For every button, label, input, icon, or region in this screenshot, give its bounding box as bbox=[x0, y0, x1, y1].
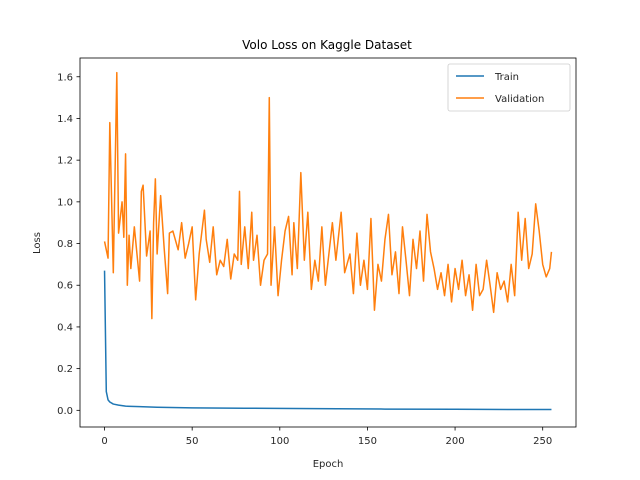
y-tick-label: 1.2 bbox=[57, 156, 73, 167]
x-tick-label: 100 bbox=[270, 436, 289, 447]
x-tick-label: 250 bbox=[533, 436, 552, 447]
legend: Train Validation bbox=[447, 63, 571, 112]
x-tick-label: 150 bbox=[358, 436, 377, 447]
legend-validation-label: Validation bbox=[495, 94, 544, 105]
y-tick-label: 1.4 bbox=[57, 114, 73, 125]
x-axis: 0 50 100 150 200 250 bbox=[101, 427, 552, 447]
series-line-validation bbox=[103, 71, 553, 320]
y-tick-label: 0.0 bbox=[57, 406, 73, 417]
x-tick-label: 200 bbox=[446, 436, 465, 447]
y-tick-label: 0.6 bbox=[57, 281, 73, 292]
x-axis-label: Epoch bbox=[313, 459, 344, 470]
plot-area bbox=[79, 57, 577, 428]
y-axis: 0.0 0.2 0.4 0.6 0.8 1.0 1.2 1.4 1.6 bbox=[57, 72, 80, 417]
y-tick-label: 0.4 bbox=[57, 322, 73, 333]
legend-train-label: Train bbox=[494, 72, 519, 83]
y-tick-label: 0.2 bbox=[57, 364, 73, 375]
y-tick-label: 0.8 bbox=[57, 239, 73, 250]
series-line-train bbox=[103, 270, 552, 411]
plot-frame bbox=[79, 57, 577, 428]
y-tick-label: 1.0 bbox=[57, 197, 73, 208]
y-axis-label: Loss bbox=[32, 232, 43, 254]
x-tick-label: 0 bbox=[101, 436, 107, 447]
x-tick-label: 50 bbox=[186, 436, 199, 447]
series-lines bbox=[103, 71, 553, 411]
y-tick-label: 1.6 bbox=[57, 72, 73, 83]
chart-title: Volo Loss on Kaggle Dataset bbox=[242, 38, 412, 52]
